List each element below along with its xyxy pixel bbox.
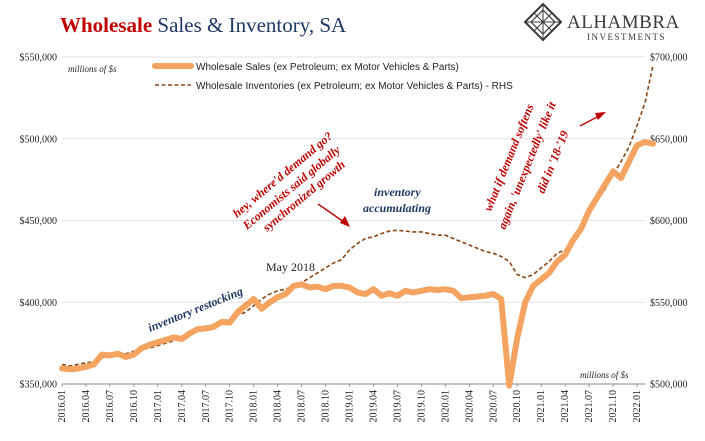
x-tick-label: 2019.07 (392, 390, 403, 423)
left-tick-label: $450,000 (20, 216, 58, 227)
series-line-sales (59, 139, 656, 389)
x-tick-label: 2019.01 (345, 390, 356, 423)
x-tick-label: 2016.04 (81, 390, 92, 423)
annotation-accumulating: accumulating (363, 201, 431, 215)
left-tick-label: $400,000 (20, 298, 58, 309)
left-unit-label: millions of $s (68, 64, 117, 74)
chart-title-red: Wholesale (60, 13, 152, 37)
alhambra-logo: ALHAMBRA INVESTMENTS (523, 2, 680, 42)
x-tick-label: 2018.04 (273, 390, 284, 423)
x-tick-label: 2017.04 (177, 390, 188, 423)
logo-sub: INVESTMENTS (587, 32, 666, 42)
x-tick-label: 2018.01 (249, 390, 260, 423)
right-tick-label: $500,000 (650, 380, 688, 391)
chart-title-rest: Sales & Inventory, SA (152, 13, 347, 37)
legend: Wholesale Sales (ex Petroleum; ex Motor … (152, 62, 513, 92)
logo-name: ALHAMBRA (567, 12, 680, 33)
annotation-may-2018: May 2018 (266, 260, 315, 274)
x-tick-label: 2017.01 (153, 390, 164, 423)
x-tick-label: 2016.10 (129, 390, 140, 423)
diamond-lattice-icon (523, 2, 563, 42)
x-tick-label: 2020.04 (464, 390, 475, 423)
x-tick-label: 2018.10 (321, 390, 332, 423)
x-tick-label: 2021.01 (536, 390, 547, 423)
chart-title: Wholesale Sales & Inventory, SA (60, 13, 347, 37)
x-tick-label: 2019.04 (368, 390, 379, 423)
legend-label-inventories: Wholesale Inventories (ex Petroleum; ex … (196, 81, 513, 92)
right-tick-label: $650,000 (650, 134, 688, 145)
right-unit-label: millions of $s (580, 370, 629, 380)
arrow-softens (579, 112, 606, 127)
x-tick-label: 2019.10 (416, 390, 427, 423)
legend-label-sales: Wholesale Sales (ex Petroleum; ex Motor … (196, 62, 459, 73)
right-tick-label: $550,000 (650, 298, 688, 309)
x-tick-label: 2020.07 (488, 390, 499, 423)
x-tick-label: 2016.01 (57, 390, 68, 423)
x-tick-label: 2018.07 (297, 390, 308, 423)
left-tick-label: $350,000 (20, 380, 58, 391)
x-tick-label: 2021.10 (608, 390, 619, 423)
left-tick-label: $500,000 (20, 134, 58, 145)
right-axis: $500,000 $550,000 $600,000 $650,000 $700,000 (650, 53, 688, 391)
series-line-inventories (61, 65, 654, 367)
x-axis: 2016.01 2016.04 2016.07 2016.10 2017.01 2017.… (57, 384, 643, 423)
left-axis: $350,000 $400,000 $450,000 $500,000 $550,000 (20, 53, 58, 391)
x-tick-label: 2016.07 (105, 390, 116, 423)
arrow-accumulating (317, 203, 350, 227)
annotations: inventory restocking May 2018 hey, where… (146, 99, 606, 335)
x-tick-label: 2021.04 (560, 390, 571, 423)
x-tick-label: 2022.01 (632, 390, 643, 423)
right-tick-label: $700,000 (650, 53, 688, 64)
gridlines (62, 56, 645, 385)
x-tick-label: 2021.07 (584, 390, 595, 423)
x-tick-label: 2020.10 (512, 390, 523, 423)
x-tick-label: 2017.10 (225, 390, 236, 423)
annotation-inventory: inventory (374, 185, 421, 199)
right-tick-label: $600,000 (650, 216, 688, 227)
x-tick-label: 2017.07 (201, 390, 212, 423)
x-tick-label: 2020.01 (440, 390, 451, 423)
left-tick-label: $550,000 (20, 53, 58, 64)
